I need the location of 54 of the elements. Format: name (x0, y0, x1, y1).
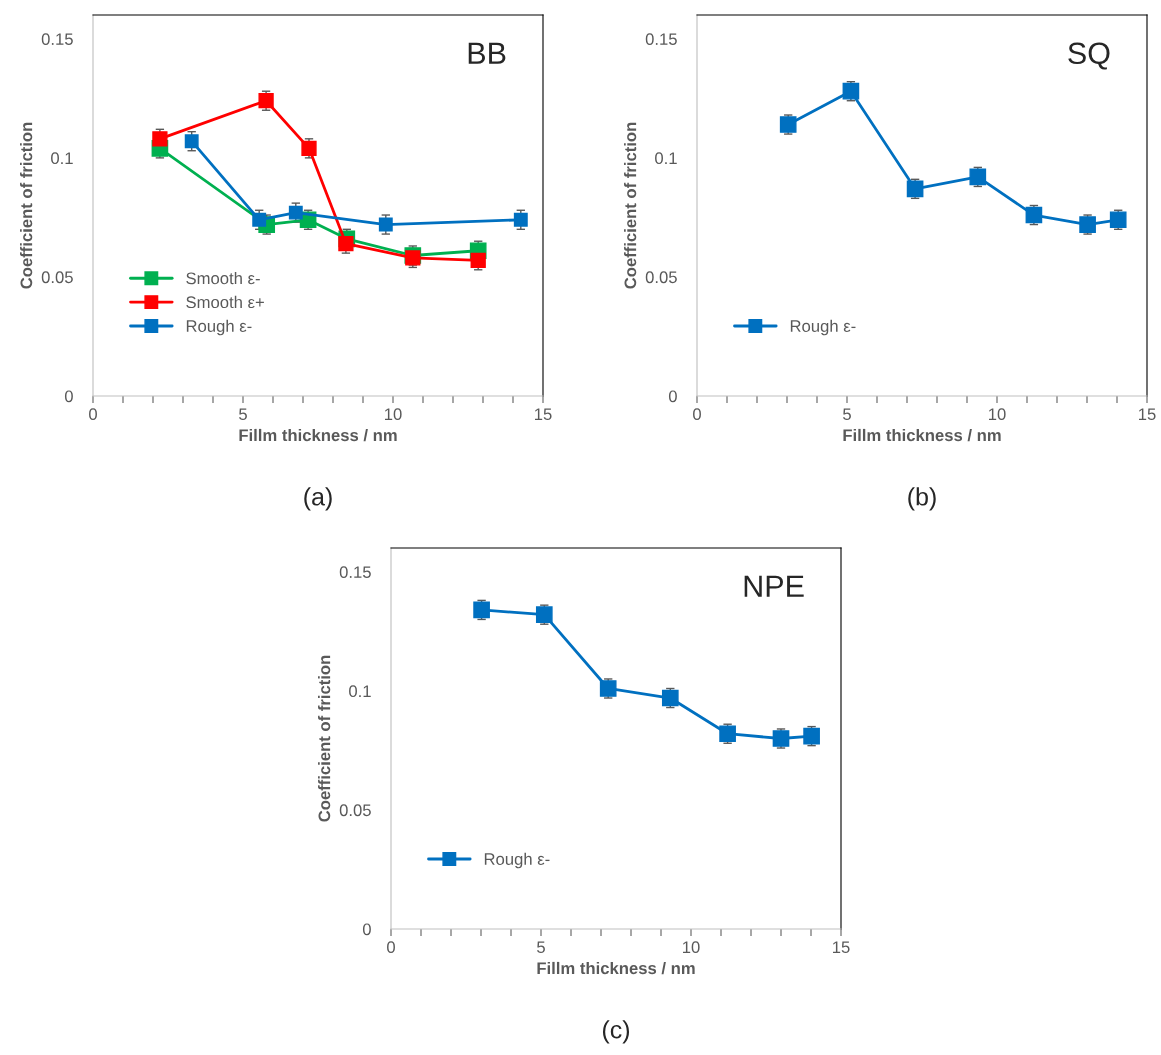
point (779, 116, 797, 133)
y-axis-title: Coefficient of friction (624, 122, 637, 289)
x-tick-label: 5 (843, 408, 851, 421)
x-tick-label: 0 (89, 408, 97, 421)
y-tick-label: 0.15 (339, 566, 371, 579)
x-tick-label: 5 (239, 408, 247, 421)
legend-label: Smooth ε- (186, 272, 260, 285)
y-tick-label: 0.1 (349, 685, 371, 698)
y-tick-label: 0.1 (51, 152, 73, 165)
y-tick-label: 0.15 (41, 33, 73, 46)
x-tick-label: 0 (387, 941, 395, 954)
point (184, 134, 199, 149)
y-tick-label: 0.15 (645, 33, 677, 46)
point (599, 680, 617, 697)
text: BB (468, 42, 506, 64)
x-tick-label: 15 (535, 408, 552, 421)
x-axis-title: Fillm thickness / nm (537, 961, 695, 975)
x-tick-label: 5 (537, 941, 545, 954)
x-tick-label: 15 (833, 941, 850, 954)
point (1109, 211, 1127, 229)
text: (a) (304, 487, 332, 511)
text: SQ (1068, 42, 1110, 70)
point (772, 730, 790, 747)
y-tick-label: 0.05 (41, 271, 73, 284)
legend-label: Rough ε- (484, 852, 550, 869)
legend-label: Rough ε- (186, 319, 252, 336)
text: (c) (602, 1020, 630, 1044)
y-tick-label: 0 (668, 390, 677, 403)
y-tick-label: 0.05 (339, 804, 371, 817)
x-axis-title: Fillm thickness / nm (843, 428, 1001, 442)
y-tick-label: 0.05 (645, 271, 677, 284)
y-axis-title: Coefficient of friction (318, 655, 331, 822)
point (535, 606, 553, 624)
text: NPE (744, 575, 804, 597)
point (1025, 206, 1043, 224)
text: (b) (908, 487, 936, 511)
point (513, 212, 528, 227)
y-tick-label: 0 (362, 923, 371, 936)
point (906, 180, 924, 198)
y-tick-label: 0 (64, 390, 73, 403)
x-tick-label: 10 (683, 941, 700, 954)
legend-label: Smooth ε+ (186, 295, 264, 309)
y-axis-title: Coefficient of friction (20, 122, 33, 289)
x-tick-label: 0 (693, 408, 701, 421)
x-axis-title: Fillm thickness / nm (239, 428, 397, 442)
x-tick-label: 15 (1139, 408, 1156, 421)
legend-label: Rough ε- (790, 319, 856, 336)
point (842, 82, 860, 100)
x-tick-label: 10 (989, 408, 1006, 421)
point (969, 168, 987, 186)
point (252, 212, 267, 227)
y-tick-label: 0.1 (655, 152, 677, 165)
x-tick-label: 10 (385, 408, 402, 421)
point (661, 689, 679, 707)
